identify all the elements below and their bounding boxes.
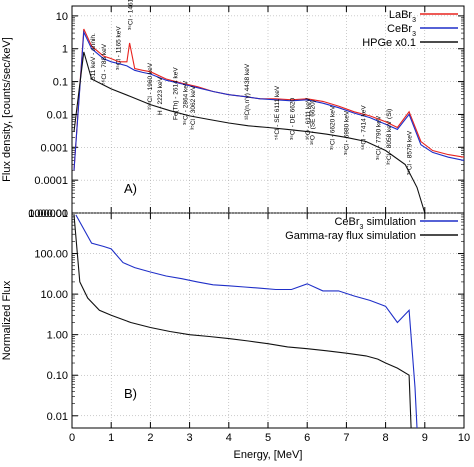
y-axis-label: Normalized Flux	[1, 280, 13, 360]
peak-annotation: ¹²C(n,n'γ) 4438 keV	[244, 63, 251, 120]
peak-annotation: ³⁵Cl - 6980 keV	[344, 110, 351, 155]
series-line-gamma-ray-flux-simulation	[73, 214, 412, 429]
legend-entry: Gamma-ray flux simulation	[285, 230, 416, 242]
y-tick-label: 100.00	[34, 249, 68, 261]
x-tick-label: 8	[383, 432, 389, 444]
legend-label: CeBr	[334, 216, 359, 228]
series-line-cebr3-simulation	[75, 214, 418, 429]
x-tick-label: 7	[343, 432, 349, 444]
x-tick-label: 1	[108, 432, 114, 444]
peak-annotation: ³⁵Cl - 3062 keV	[190, 85, 197, 130]
y-tick-label: 0.0001	[34, 175, 68, 187]
peak-annotation: ¹⁶O - (SE 6620)	[310, 100, 317, 145]
legend-label-tail: simulation	[363, 216, 416, 228]
peak-annotation: ⁵⁶Cl - 7414 keV	[361, 105, 368, 150]
x-tick-label: 0	[69, 432, 75, 444]
legend-label-subscript: 3	[412, 31, 416, 38]
x-tick-label: 10	[458, 432, 470, 444]
panel-label: B)	[124, 386, 137, 401]
peak-annotation: ³⁵Cl - DE 6620	[290, 98, 297, 140]
peak-annotation: Fe(Th) - 2614 keV	[172, 67, 179, 120]
peak-annotation: ³⁵Cl - 8058 keV (Si)	[386, 109, 393, 165]
y-tick-label: 1.00	[47, 330, 68, 342]
peak-annotation: ³⁵Cl - 7790 keV	[375, 115, 382, 160]
y-tick-label: 0.01	[47, 411, 68, 423]
legend-label: Gamma-ray flux simulation	[285, 230, 416, 242]
x-tick-label: 3	[187, 432, 193, 444]
y-tick-label: 0.1	[53, 77, 68, 89]
legend-label: HPGe x0.1	[362, 37, 416, 49]
x-tick-label: 9	[422, 432, 428, 444]
y-axis-label: Flux density, [counts/sec/keV]	[1, 37, 13, 182]
peak-annotation: H - 2223 keV	[157, 76, 164, 115]
panel-top: 1010.10.010.0010.00010.00001LaBr3CeBr3HP…	[1, 0, 465, 220]
legend-label: LaBr	[389, 9, 413, 21]
legend-entry: CeBr3 simulation	[334, 216, 416, 231]
y-tick-label: 0.001	[40, 142, 68, 154]
panel-label: A)	[124, 181, 137, 196]
series-line-cebr3	[73, 29, 465, 171]
peak-annotation: ¹⁶O - 6111 keV	[305, 97, 312, 140]
legend-label: CeBr	[387, 23, 412, 35]
peak-annotation: 511 keV - annih.	[90, 33, 97, 80]
legend-label-subscript: 3	[360, 224, 364, 231]
panel-bottom: 1000.00 100.00 10.00 1.00 0.10 0.010 1 2 3 4 5 6 7 8 9…	[1, 208, 470, 461]
peak-annotation: ³⁵Cl - 2864 keV	[182, 80, 189, 125]
y-tick-label: 0.01	[47, 109, 68, 121]
y-tick-label: 1	[62, 44, 68, 56]
y-tick-label: 10.00	[40, 289, 68, 301]
peak-annotation: ¹⁹⁸Cl - 1960 keV	[147, 62, 154, 110]
legend-entry: CeBr3	[387, 23, 416, 38]
y-tick-label: 1000.00	[28, 208, 68, 220]
legend-entry: HPGe x0.1	[362, 37, 416, 49]
peak-annotation: ³⁵Cl - 8579 keV	[406, 130, 413, 175]
y-tick-label: 0.00001	[28, 208, 68, 220]
series-line-hpge-x0-1	[73, 51, 464, 214]
peak-annotation: ³⁵Cl - 1165 keV	[116, 26, 123, 70]
x-tick-label: 6	[304, 432, 310, 444]
peak-annotation: ³⁵Cl - 6620 keV	[330, 105, 337, 150]
y-tick-label: 10	[56, 11, 68, 23]
x-tick-label: 4	[226, 432, 232, 444]
y-tick-label: 0.10	[47, 370, 68, 382]
legend-label-subscript: 3	[412, 17, 416, 24]
legend-entry: LaBr3	[389, 9, 416, 24]
peak-annotation: ⁵⁶Cl - SE 6111 keV	[274, 85, 281, 140]
x-tick-label: 5	[265, 432, 271, 444]
peak-annotation: ³⁵Cl - 1461 keV + ¹³⁸La - 1471 keV	[128, 0, 135, 30]
peak-annotation: ⁵⁶Cl - 788 keV	[101, 43, 108, 85]
x-axis-label: Energy, [MeV]	[234, 449, 303, 461]
x-tick-label: 2	[147, 432, 153, 444]
